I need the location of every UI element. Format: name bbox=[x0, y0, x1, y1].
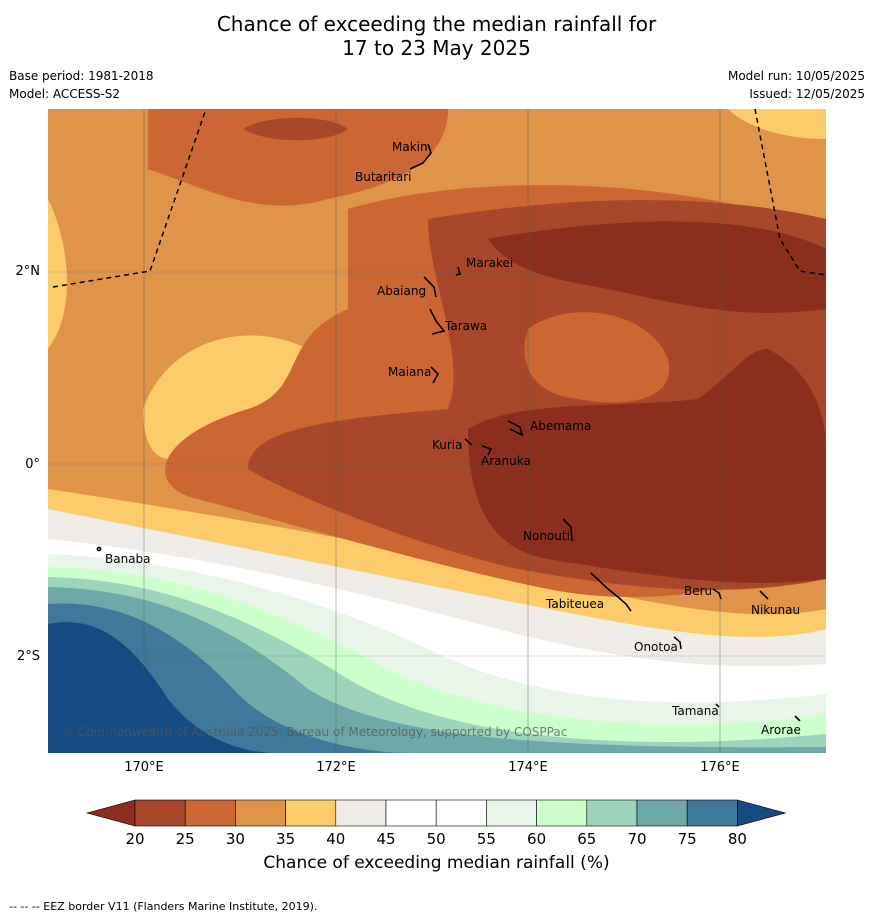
eez-footer-note: -- -- -- EEZ border V11 (Flanders Marine… bbox=[9, 900, 318, 913]
colorbar-tick-label: 50 bbox=[427, 830, 446, 848]
lon-label-172e: 172°E bbox=[316, 760, 356, 775]
colorbar-tick-label: 20 bbox=[125, 830, 144, 848]
colorbar-tick-label: 65 bbox=[577, 830, 596, 848]
colorbar-tick-label: 75 bbox=[678, 830, 697, 848]
band-20-25-north bbox=[243, 117, 348, 141]
band-25-30-north bbox=[148, 109, 448, 206]
issued-date: Issued: 12/05/2025 bbox=[749, 87, 865, 101]
graticule bbox=[48, 109, 826, 753]
lon-label-170e: 170°E bbox=[124, 760, 164, 775]
title-line-2: 17 to 23 May 2025 bbox=[342, 36, 531, 60]
band-over-80 bbox=[48, 622, 278, 753]
lat-label-0: 0° bbox=[25, 457, 40, 472]
island-beru bbox=[712, 588, 722, 600]
island-tabiteuea bbox=[590, 572, 632, 612]
island-tamana bbox=[715, 703, 720, 708]
colorbar-cell bbox=[285, 799, 337, 827]
label-tabiteuea: Tabiteuea bbox=[545, 597, 604, 611]
band-under-20-north bbox=[488, 221, 826, 313]
eez-border bbox=[52, 109, 826, 288]
label-maiana: Maiana bbox=[388, 365, 431, 379]
label-arorae: Arorae bbox=[761, 723, 801, 737]
island-maiana bbox=[430, 366, 439, 384]
island-onotoa bbox=[673, 636, 682, 650]
island-aranuka bbox=[481, 445, 493, 456]
label-butaritari: Butaritari bbox=[355, 170, 412, 184]
island-nonouti bbox=[562, 518, 573, 542]
label-tamana: Tamana bbox=[671, 704, 719, 718]
colorbar-ticks: 20 25 30 35 40 45 50 55 60 65 70 75 80 bbox=[125, 830, 746, 848]
colorbar-tick-label: 60 bbox=[527, 830, 546, 848]
lon-label-176e: 176°E bbox=[700, 760, 740, 775]
colorbar-cell bbox=[184, 799, 236, 827]
label-abaiang: Abaiang bbox=[377, 284, 426, 298]
colorbar-cell bbox=[486, 799, 537, 827]
colorbar-tick-label: 35 bbox=[276, 830, 295, 848]
base-period: Base period: 1981-2018 bbox=[9, 69, 154, 83]
label-kuria: Kuria bbox=[432, 438, 463, 452]
rainfall-map: Makin Butaritari Marakei Abaiang Tarawa … bbox=[48, 109, 826, 753]
lat-label-2n: 2°N bbox=[15, 264, 41, 279]
colorbar-over-arrow bbox=[737, 799, 787, 827]
label-nonouti: Nonouti bbox=[523, 529, 570, 543]
band-35-40-west-edge bbox=[48, 199, 67, 349]
model-run: Model run: 10/05/2025 bbox=[727, 69, 865, 83]
colorbar-cell bbox=[586, 799, 638, 827]
label-banaba: Banaba bbox=[105, 552, 151, 566]
island-abaiang bbox=[423, 276, 437, 298]
band-under-20 bbox=[468, 349, 826, 583]
place-labels: Makin Butaritari Marakei Abaiang Tarawa … bbox=[105, 140, 801, 737]
model-name: Model: ACCESS-S2 bbox=[9, 87, 121, 101]
island-nikunau bbox=[759, 590, 769, 600]
meta-left: Base period: 1981-2018 Model: ACCESS-S2 bbox=[9, 67, 154, 103]
colorbar-tick-label: 40 bbox=[326, 830, 345, 848]
colorbar-tick-label: 55 bbox=[477, 830, 496, 848]
colorbar-label: Chance of exceeding median rainfall (%) bbox=[263, 853, 610, 873]
colorbar-cell bbox=[536, 799, 588, 827]
label-onotoa: Onotoa bbox=[634, 640, 678, 654]
island-makin-butaritari bbox=[409, 143, 432, 170]
colorbar-tick-label: 30 bbox=[226, 830, 245, 848]
island-kuria bbox=[464, 438, 473, 446]
title-line-1: Chance of exceeding the median rainfall … bbox=[216, 12, 657, 36]
band-35-40-ne bbox=[728, 109, 826, 139]
colorbar-tick-label: 45 bbox=[376, 830, 395, 848]
label-makin: Makin bbox=[392, 140, 428, 154]
island-banaba bbox=[96, 546, 102, 552]
colorbar-tick-label: 80 bbox=[728, 830, 747, 848]
colorbar-under-arrow bbox=[85, 799, 136, 827]
label-beru: Beru bbox=[684, 584, 712, 598]
label-abemama: Abemama bbox=[530, 419, 591, 433]
band-35-40-lobe bbox=[143, 335, 341, 459]
lat-label-2s: 2°S bbox=[16, 649, 40, 664]
colorbar-cell bbox=[636, 799, 688, 827]
label-marakei: Marakei bbox=[466, 256, 513, 270]
colorbar-tick-label: 25 bbox=[176, 830, 195, 848]
island-abemama bbox=[507, 420, 524, 437]
colorbar-cells bbox=[85, 799, 787, 827]
colorbar-cell bbox=[335, 799, 387, 827]
map-title: Chance of exceeding the median rainfall … bbox=[0, 12, 873, 60]
colorbar: 20 25 30 35 40 45 50 55 60 65 70 75 80 bbox=[85, 799, 787, 848]
island-arorae bbox=[794, 715, 801, 722]
meta-right: Model run: 10/05/2025 Issued: 12/05/2025 bbox=[728, 67, 865, 103]
label-tarawa: Tarawa bbox=[444, 319, 487, 333]
colorbar-cell bbox=[235, 799, 286, 827]
lon-label-174e: 174°E bbox=[508, 760, 548, 775]
band-25-30-inner bbox=[524, 312, 670, 403]
label-aranuka: Aranuka bbox=[481, 454, 531, 468]
colorbar-cell bbox=[385, 799, 437, 827]
colorbar-cell bbox=[134, 799, 186, 827]
island-marakei bbox=[455, 266, 461, 276]
island-outlines bbox=[96, 143, 801, 722]
copyright-notice: © Commonwealth of Australia 2025, Bureau… bbox=[62, 725, 567, 739]
colorbar-cell bbox=[435, 799, 487, 827]
island-tarawa bbox=[429, 308, 446, 335]
label-nikunau: Nikunau bbox=[751, 603, 800, 617]
colorbar-tick-label: 70 bbox=[627, 830, 646, 848]
colorbar-cell bbox=[686, 799, 738, 827]
